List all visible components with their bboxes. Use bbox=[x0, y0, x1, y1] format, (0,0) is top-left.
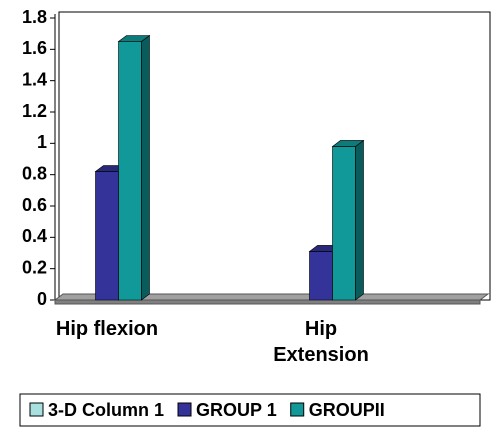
y-tick-label: 1 bbox=[37, 132, 47, 152]
legend-label: GROUPII bbox=[309, 400, 385, 420]
legend-label: 3-D Column 1 bbox=[48, 400, 164, 420]
bar bbox=[117, 34, 151, 301]
bar-face bbox=[332, 146, 356, 301]
legend-swatch bbox=[290, 402, 305, 417]
legend-swatch bbox=[177, 402, 192, 417]
legend-swatch bbox=[29, 402, 44, 417]
y-tick-label: 1.6 bbox=[22, 38, 47, 58]
bar-face bbox=[141, 34, 150, 301]
legend-label: GROUP 1 bbox=[196, 400, 277, 420]
y-tick-label: 0 bbox=[37, 289, 47, 309]
bar bbox=[331, 139, 365, 301]
x-tick-label: Hip Extension bbox=[273, 318, 369, 366]
y-tick-label: 0.4 bbox=[22, 226, 47, 246]
y-tick-label: 0.6 bbox=[22, 195, 47, 215]
y-tick-label: 1.2 bbox=[22, 101, 47, 121]
x-tick-label: Hip flexion bbox=[55, 318, 159, 340]
floor-front bbox=[54, 299, 481, 305]
bar-face bbox=[309, 251, 333, 301]
bar-face bbox=[117, 35, 151, 42]
legend-box bbox=[19, 393, 481, 427]
y-tick-label: 1.8 bbox=[22, 7, 47, 27]
bar-face bbox=[95, 171, 119, 301]
bar-face bbox=[331, 140, 365, 147]
y-tick-label: 1.4 bbox=[22, 69, 47, 89]
y-tick-label: 0.2 bbox=[22, 257, 47, 277]
bar-face bbox=[355, 139, 364, 301]
bar-face bbox=[118, 41, 142, 301]
y-tick-label: 0.8 bbox=[22, 163, 47, 183]
